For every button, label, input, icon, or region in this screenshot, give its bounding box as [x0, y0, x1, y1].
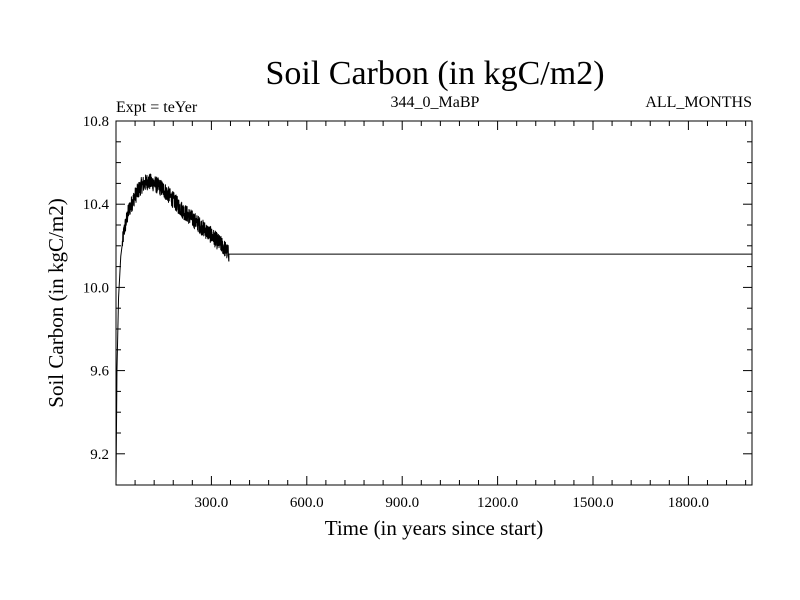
y-tick-label: 9.6 [90, 364, 109, 380]
y-tick-label: 9.2 [90, 447, 109, 463]
y-tick-label: 10.4 [83, 197, 110, 213]
y-tick-label: 10.8 [83, 114, 109, 130]
series-line [115, 173, 752, 486]
x-tick-label: 900.0 [385, 495, 419, 511]
plot-frame [115, 120, 753, 486]
y-axis-ticks: 9.2 9.6 10.0 10.4 10.8 [83, 114, 752, 463]
chart-title: Soil Carbon (in kgC/m2) [265, 55, 604, 92]
experiment-label: Expt = teYer [116, 99, 198, 116]
x-axis-label: Time (in years since start) [325, 516, 544, 540]
series-layer [115, 173, 752, 486]
y-tick-label: 10.0 [83, 280, 109, 296]
x-tick-label: 600.0 [290, 495, 324, 511]
x-axis-ticks: 300.0 600.0 900.0 1200.0 1500.0 1800.0 [134, 121, 747, 511]
x-tick-label: 1500.0 [572, 495, 613, 511]
months-label: ALL_MONTHS [645, 94, 752, 111]
x-tick-label: 1800.0 [668, 495, 709, 511]
x-tick-label: 300.0 [195, 495, 229, 511]
x-tick-label: 1200.0 [477, 495, 518, 511]
y-axis-label: Soil Carbon (in kgC/m2) [44, 198, 68, 407]
period-label: 344_0_MaBP [391, 94, 480, 111]
